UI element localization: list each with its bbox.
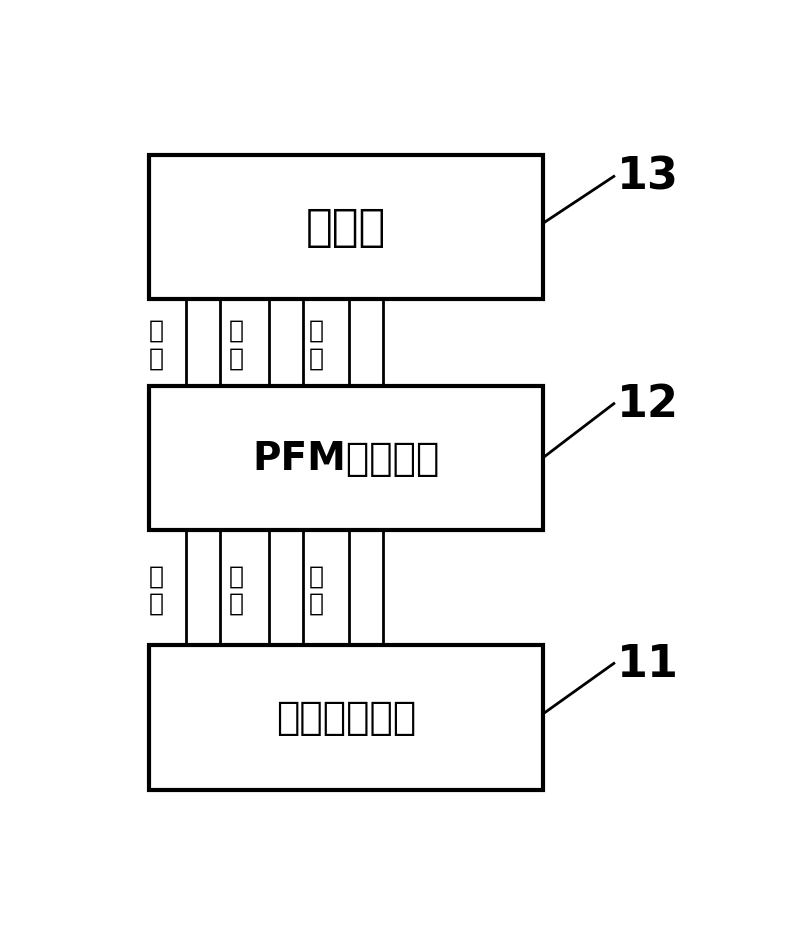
Bar (185, 531, 219, 646)
Text: 13: 13 (617, 155, 679, 198)
Text: 交通灯: 交通灯 (306, 206, 386, 249)
Text: 黄
色: 黄 色 (229, 318, 243, 371)
Text: 黄
色: 黄 色 (229, 563, 243, 615)
Bar (349, 300, 382, 387)
Text: 绿
色: 绿 色 (308, 563, 324, 615)
Text: 红
色: 红 色 (149, 318, 164, 371)
Text: 红
色: 红 色 (149, 563, 164, 615)
Bar (349, 531, 382, 646)
Bar (149, 155, 543, 300)
Bar (149, 646, 543, 790)
Text: 12: 12 (617, 383, 679, 426)
Text: 11: 11 (617, 642, 679, 685)
Bar (269, 531, 303, 646)
Bar (149, 387, 543, 531)
Text: 交通灯控制器: 交通灯控制器 (276, 699, 416, 737)
Text: PFM控制电路: PFM控制电路 (252, 439, 440, 477)
Bar (185, 300, 219, 387)
Bar (269, 300, 303, 387)
Text: 绿
色: 绿 色 (308, 318, 324, 371)
